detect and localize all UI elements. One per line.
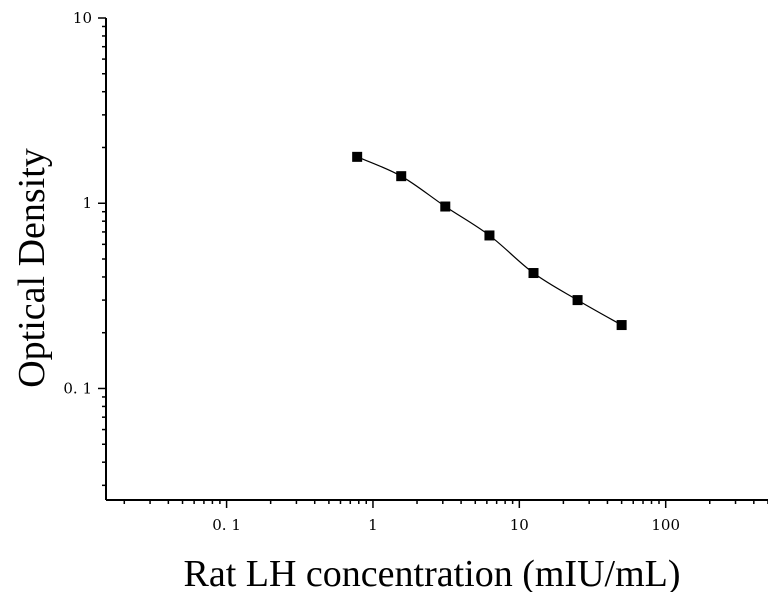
y-tick-label: 10 [73,9,92,27]
x-tick-label: 100 [651,516,680,534]
data-point [616,320,627,331]
x-axis-title: Rat LH concentration (mIU/mL) [183,553,680,592]
data-point [440,201,451,212]
data-point [396,171,407,182]
x-tick-label: 0. 1 [212,516,241,534]
x-tick-label: 1 [368,516,378,534]
x-tick-label: 10 [510,516,529,534]
axes [105,18,768,501]
y-tick-label: 0. 1 [63,379,92,397]
data-points [352,151,627,331]
y-tick-label: 1 [82,194,92,212]
ticks: 0. 1 1 10 0. 1 1 10 100 [63,9,768,534]
data-point [528,268,539,279]
data-point [484,230,495,241]
y-axis-title: Optical Density [11,148,53,388]
data-point [572,295,583,306]
data-point [352,151,363,162]
